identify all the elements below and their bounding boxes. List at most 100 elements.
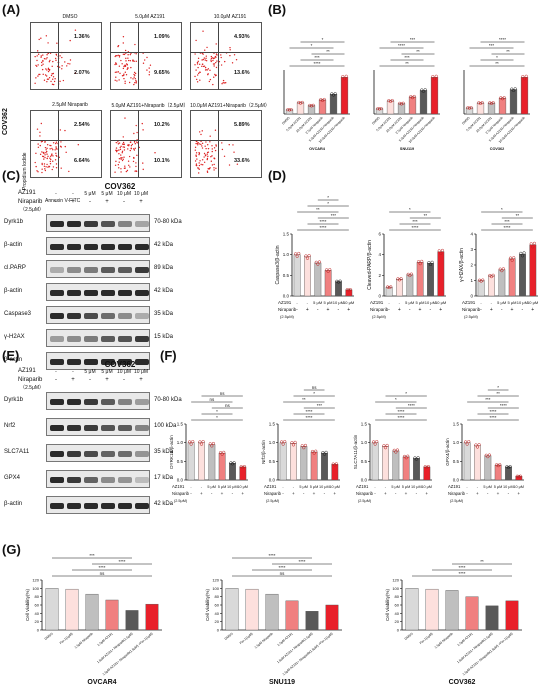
flow-dot [127,54,129,56]
az191-lane-value: - [190,485,192,489]
bar [445,590,459,631]
bar [225,588,239,631]
bar [402,456,410,481]
az191-lane-value: 5 μM [508,300,517,305]
az191-lane-value: - [72,191,74,197]
protein-band [101,244,115,250]
data-point [189,442,193,446]
data-point [398,101,402,105]
flow-dot [124,65,127,68]
niraparib-row-label: Niraparib [18,377,43,383]
flow-dot [44,146,47,149]
data-point [396,277,400,281]
sig-label: ** [302,397,306,402]
blot-strip [46,214,150,232]
protein-band [84,359,98,365]
bar [300,446,308,481]
y-tick-label: 60 [215,603,220,608]
flow-dot [47,155,49,158]
data-point [325,268,329,272]
protein-band [50,221,64,227]
flow-dot [42,60,44,62]
flow-dot [56,65,59,68]
data-point [498,267,502,271]
flow-dot [213,147,216,149]
sig-label: ** [316,207,320,212]
data-point [198,440,202,444]
protein-band [135,477,149,483]
flow-dot [48,165,50,167]
flow-dot [120,158,122,160]
niraparib-lane-value: - [89,377,91,383]
flow-lower-right-value: 10.1% [154,158,170,164]
bar [498,97,507,115]
niraparib-lane-value: - [388,307,390,313]
panel-d-chart: 01234γ-H2AX/β-actin**********AZ191Nirapa… [459,207,538,319]
bar [505,466,512,481]
flow-lower-right-value: 9.65% [154,70,170,76]
data-point [232,461,236,465]
flow-dot [59,145,62,148]
flow-dot [124,80,126,82]
flow-dot [37,143,39,145]
y-tick-label: 40 [395,611,400,616]
data-point [518,474,522,478]
flow-dot [39,153,42,156]
data-point [469,106,473,110]
molecular-weight-label: 70-80 kDa [154,397,182,403]
flow-dot [41,162,43,165]
y-tick-label: 40 [215,611,220,616]
sig-label: **** [118,559,125,564]
y-tick-label: 1.5 [269,422,276,427]
flow-dot [135,162,137,164]
flow-dot [121,159,124,162]
flow-dot [124,165,126,167]
flow-dot [36,128,39,130]
flow-dot [207,151,210,153]
az191-lane-value: 5 μM [313,300,322,305]
flow-dots [114,117,156,173]
sig-label: **** [500,403,507,408]
data-point [281,442,285,446]
data-point [512,256,516,260]
niraparib-lane-value: - [324,491,326,496]
az191-lane-value: 10 μM [333,300,344,305]
az191-row-label: AZ191 [462,300,476,305]
flow-dot [148,71,151,73]
gate-horizontal [190,140,262,141]
panel-label-f: (F) [160,348,177,363]
data-point [291,443,296,447]
data-point [426,464,430,469]
flow-dot [214,73,216,76]
protein-band [101,399,115,405]
flow-dot [128,164,130,166]
data-point [478,278,482,282]
panel-d-chart: 0.00.51.01.5Caspase3/β-actin************… [275,195,354,319]
y-axis-label: Cleaved-PARP/β-actin [367,240,373,290]
flow-dot [209,78,212,81]
flow-dot [207,68,210,70]
y-tick-label: 0.5 [453,459,460,464]
sig-label: **** [319,225,326,230]
y-tick-label: 0.0 [453,478,460,483]
flow-dot [123,73,125,75]
flow-dot [130,144,133,147]
data-point [210,444,214,448]
az191-lane-value: - [307,300,309,305]
flow-dot [44,169,47,172]
flow-dot [114,63,116,66]
data-point [280,440,284,444]
flow-dot [194,146,197,149]
flow-dot [229,54,231,57]
flow-dot [116,80,118,82]
flow-dot [37,64,39,66]
flow-dot [228,164,231,166]
chart-title: COV362 [449,679,476,686]
data-point [515,474,519,478]
az191-row-label: AZ191 [370,300,384,305]
protein-band [101,336,115,342]
flow-dot [55,146,57,148]
bar [331,464,339,481]
az191-lane-value: - [399,300,401,305]
protein-band [118,336,132,342]
